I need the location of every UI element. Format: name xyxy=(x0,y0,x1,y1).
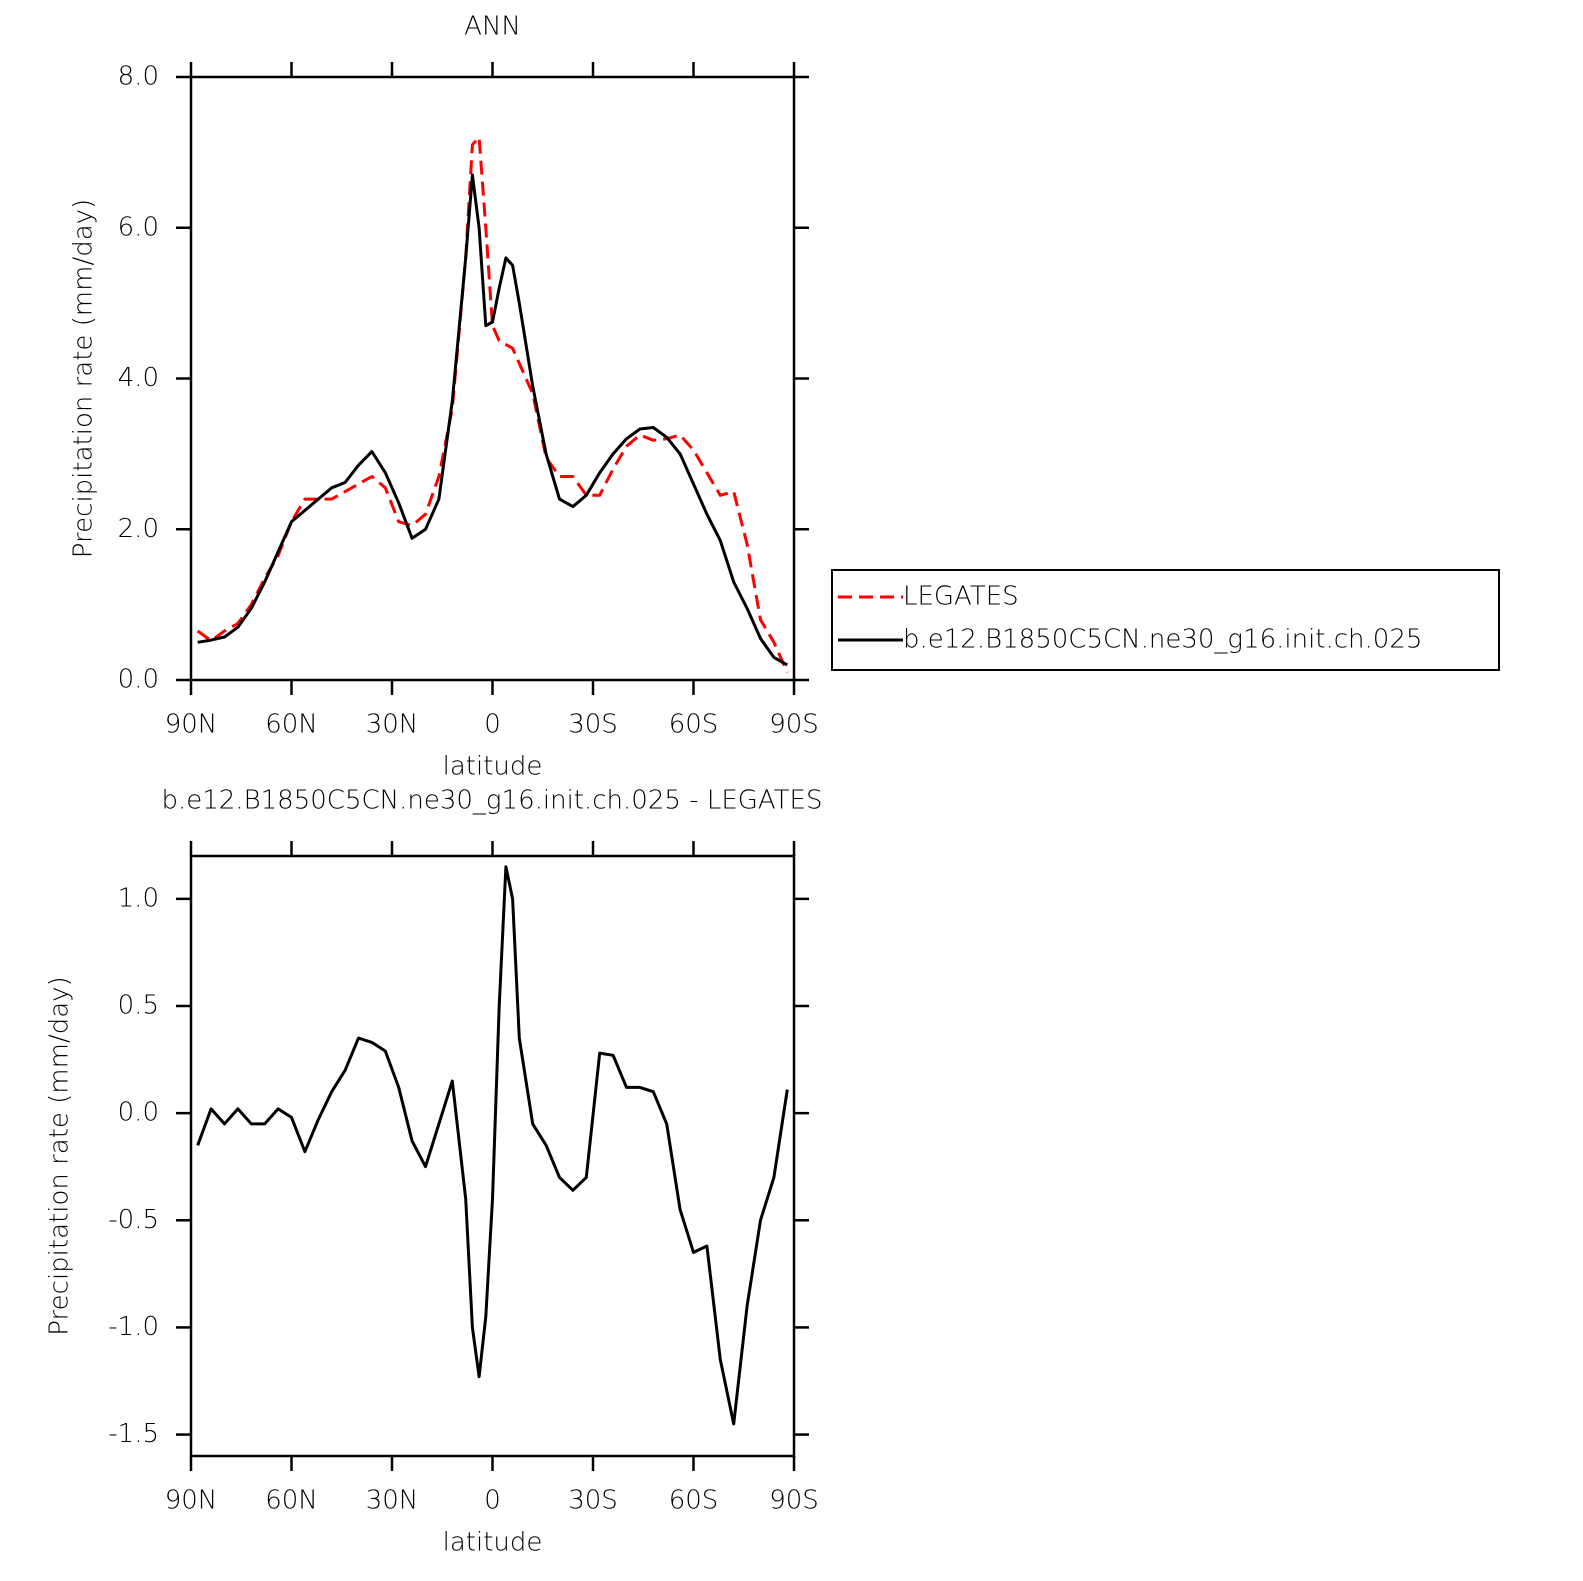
x-axis-label: latitude xyxy=(443,752,543,782)
x-tick-label: 90S xyxy=(769,1486,819,1516)
y-tick-label: 1.0 xyxy=(118,883,159,913)
y-tick-label: 0.5 xyxy=(118,991,159,1021)
x-tick-label: 30N xyxy=(366,1486,419,1516)
x-tick-label: 60N xyxy=(265,710,318,740)
data-line xyxy=(196,865,789,1426)
y-tick-label: 8.0 xyxy=(118,62,159,92)
x-tick-label: 30N xyxy=(366,710,419,740)
chart-title: ANN xyxy=(464,12,521,42)
x-tick-label: 60N xyxy=(265,1486,318,1516)
x-tick-label: 90N xyxy=(165,710,218,740)
x-tick-label: 0 xyxy=(484,1486,501,1516)
y-tick-label: 6.0 xyxy=(118,212,159,242)
x-tick-label: 90S xyxy=(769,710,819,740)
legend-label: b.e12.B1850C5CN.ne30_g16.init.ch.025 xyxy=(903,625,1422,655)
y-tick-label: -0.5 xyxy=(108,1205,159,1235)
x-axis-label: latitude xyxy=(443,1528,543,1558)
x-tick-label: 30S xyxy=(568,710,618,740)
x-tick-label: 90N xyxy=(165,1486,218,1516)
legend-box xyxy=(831,569,1500,671)
plot-frame xyxy=(189,75,796,682)
y-tick-label: 4.0 xyxy=(118,363,159,393)
x-tick-label: 60S xyxy=(669,1486,719,1516)
y-tick-label: -1.5 xyxy=(108,1419,159,1449)
x-tick-label: 30S xyxy=(568,1486,618,1516)
x-tick-label: 60S xyxy=(669,710,719,740)
y-axis-label: Precipitation rate (mm/day) xyxy=(45,976,75,1335)
y-axis-label: Precipitation rate (mm/day) xyxy=(69,199,99,558)
y-tick-label: 0.0 xyxy=(118,1098,159,1128)
legend-label: LEGATES xyxy=(903,582,1019,612)
data-line xyxy=(197,173,789,667)
x-tick-label: 0 xyxy=(484,710,501,740)
y-tick-label: 2.0 xyxy=(118,514,159,544)
y-tick-label: 0.0 xyxy=(118,665,159,695)
data-line xyxy=(196,135,789,674)
y-tick-label: -1.0 xyxy=(108,1312,159,1342)
chart-title: b.e12.B1850C5CN.ne30_g16.init.ch.025 - L… xyxy=(162,786,823,816)
